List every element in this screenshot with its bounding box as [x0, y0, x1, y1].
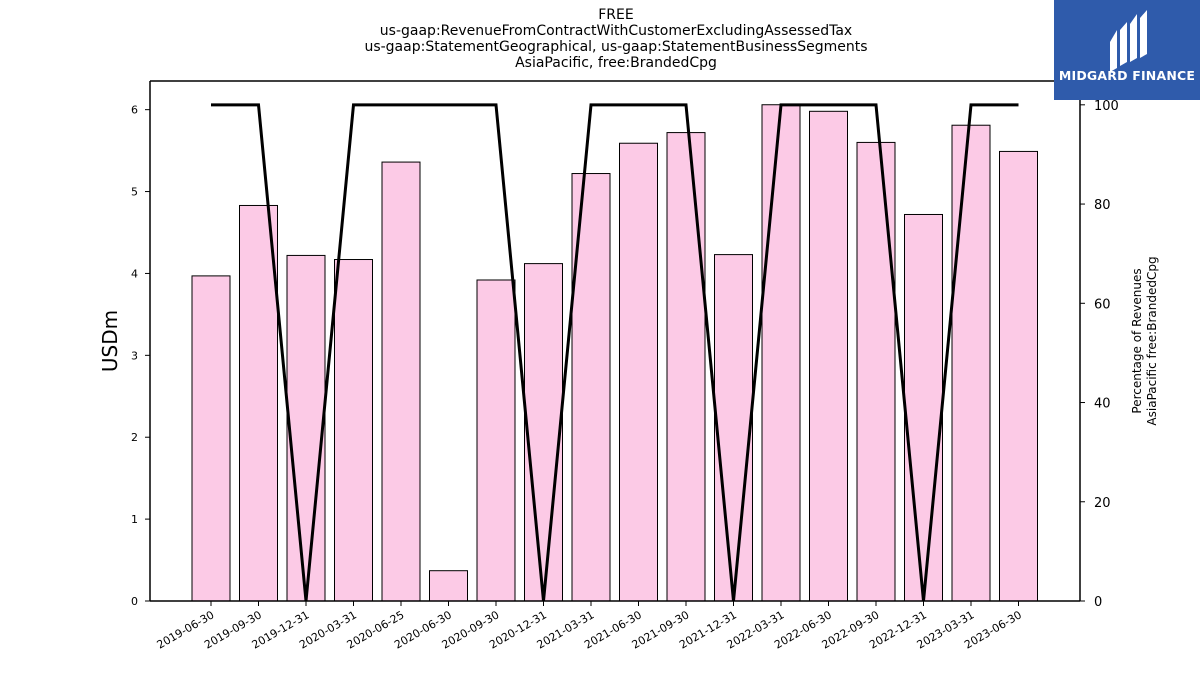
bar-2022-09-30: [856, 141, 896, 602]
chart-title-line-1: FREE: [598, 7, 634, 23]
y-axis-label: USDm: [98, 310, 122, 372]
y2-tick-label: 40: [1094, 397, 1111, 412]
bar-2022-06-30: [809, 110, 848, 602]
y-tick-label: 5: [131, 186, 138, 199]
percentage-line: [211, 103, 1019, 602]
bar-2020-06-25: [381, 161, 421, 602]
y2-tick-label: 60: [1094, 297, 1111, 312]
midgard-finance-logo: MIDGARD FINANCE: [1054, 0, 1200, 100]
y2-axis-label-line-2: AsiaPacific free:BrandedCpg: [1145, 256, 1159, 425]
y2-axis-label-line-1: Percentage of Revenues: [1130, 268, 1144, 413]
y-tick-label: 3: [131, 349, 138, 362]
bar-2020-03-31: [334, 259, 373, 602]
chart-title-line-2: us-gaap:RevenueFromContractWithCustomerE…: [379, 23, 853, 39]
y-tick-label: 6: [131, 104, 138, 117]
bar-2021-09-30: [666, 132, 706, 602]
y2-tick-label: 20: [1094, 496, 1111, 511]
y-tick-label: 4: [131, 267, 138, 280]
logo-text: MIDGARD FINANCE: [1058, 68, 1196, 83]
y-tick-label: 1: [131, 513, 138, 526]
bar-2020-12-31: [524, 263, 563, 602]
bar-2020-06-30: [429, 570, 468, 602]
bar-2021-12-31: [714, 254, 753, 602]
y2-tick-label: 0: [1094, 595, 1102, 610]
bar-2020-09-30: [476, 279, 516, 602]
y2-tick-label: 80: [1094, 198, 1111, 213]
logo-mark-icon: [1110, 10, 1147, 72]
bar-2022-03-31: [761, 104, 801, 602]
bar-2019-06-30: [191, 275, 231, 602]
bar-2021-06-30: [619, 142, 658, 602]
bar-2022-12-31: [904, 213, 943, 602]
bar-2019-09-30: [239, 204, 278, 602]
bar-2023-03-31: [951, 124, 991, 602]
y-tick-label: 0: [131, 595, 138, 608]
chart-title-line-4: AsiaPacific, free:BrandedCpg: [515, 55, 717, 71]
bar-2019-12-31: [286, 254, 326, 602]
y-tick-label: 2: [131, 431, 138, 444]
bar-2023-06-30: [999, 150, 1038, 602]
y2-tick-label: 100: [1094, 99, 1119, 114]
chart-title-line-3: us-gaap:StatementGeographical, us-gaap:S…: [364, 39, 868, 55]
